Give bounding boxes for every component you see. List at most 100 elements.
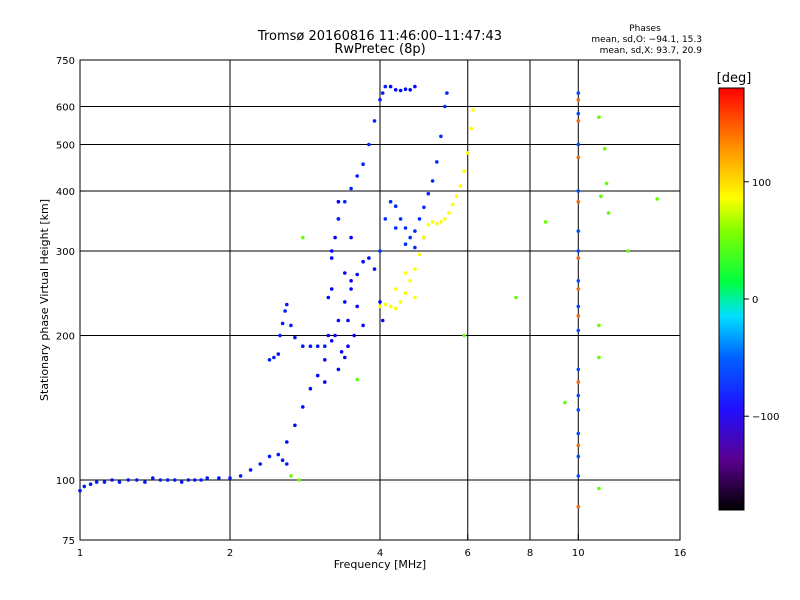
data-point bbox=[228, 476, 232, 480]
data-point bbox=[308, 344, 313, 349]
data-point bbox=[576, 155, 581, 160]
x-axis: 1 2 4 6 8 10 16 bbox=[77, 534, 686, 559]
data-point bbox=[451, 202, 455, 207]
data-point bbox=[576, 287, 581, 291]
data-point bbox=[576, 119, 581, 123]
data-point bbox=[380, 318, 385, 323]
y-tick-label: 750 bbox=[56, 56, 75, 67]
data-point bbox=[278, 333, 282, 338]
data-point bbox=[78, 488, 82, 493]
x-tick-label: 10 bbox=[572, 548, 585, 559]
data-point bbox=[343, 199, 347, 204]
data-point bbox=[576, 443, 581, 448]
data-point bbox=[403, 226, 408, 230]
data-point bbox=[413, 295, 417, 300]
data-point bbox=[333, 333, 337, 338]
data-point bbox=[408, 88, 413, 92]
data-point bbox=[417, 217, 422, 221]
data-point bbox=[343, 271, 347, 275]
data-point bbox=[393, 306, 398, 311]
data-point bbox=[413, 245, 417, 250]
data-point bbox=[165, 478, 170, 482]
data-point bbox=[380, 91, 385, 95]
data-point bbox=[349, 287, 353, 291]
data-point bbox=[285, 462, 289, 466]
data-point bbox=[179, 480, 184, 484]
data-point bbox=[186, 478, 191, 482]
data-point bbox=[543, 220, 548, 224]
data-point bbox=[333, 235, 337, 240]
data-point bbox=[462, 333, 466, 338]
data-point bbox=[94, 480, 99, 484]
data-point bbox=[576, 256, 581, 260]
data-point bbox=[326, 295, 331, 300]
data-point bbox=[443, 217, 447, 221]
data-point bbox=[199, 478, 203, 482]
data-point bbox=[403, 242, 408, 246]
data-point bbox=[297, 478, 301, 482]
data-point bbox=[576, 229, 581, 233]
data-point bbox=[604, 181, 609, 186]
data-point bbox=[289, 474, 293, 478]
data-point bbox=[329, 249, 334, 253]
data-point bbox=[469, 126, 474, 131]
data-point bbox=[626, 249, 631, 253]
data-point bbox=[135, 478, 139, 482]
data-point bbox=[349, 186, 353, 191]
data-point bbox=[329, 256, 334, 260]
data-point bbox=[597, 486, 601, 491]
data-point bbox=[217, 476, 221, 480]
data-point bbox=[576, 111, 581, 116]
data-points bbox=[78, 84, 659, 509]
chart-subtitle: RwPretec (8p) bbox=[334, 42, 425, 57]
data-point bbox=[355, 272, 360, 277]
data-point bbox=[602, 146, 607, 151]
data-point bbox=[398, 217, 403, 221]
data-point bbox=[576, 97, 581, 102]
data-point bbox=[403, 291, 408, 296]
data-point bbox=[576, 304, 581, 309]
data-point bbox=[117, 480, 122, 484]
data-point bbox=[343, 355, 347, 360]
data-point bbox=[403, 271, 408, 275]
x-tick-label: 4 bbox=[377, 548, 383, 559]
data-point bbox=[576, 393, 581, 398]
data-point bbox=[267, 358, 272, 362]
data-point bbox=[336, 199, 341, 204]
data-point bbox=[388, 84, 393, 89]
data-point bbox=[443, 104, 447, 109]
data-point bbox=[426, 191, 431, 196]
colorbar-label: [deg] bbox=[717, 71, 752, 86]
data-point bbox=[158, 478, 163, 482]
data-point bbox=[258, 462, 263, 466]
data-point bbox=[422, 235, 426, 240]
data-point bbox=[398, 300, 403, 304]
data-point bbox=[339, 350, 344, 354]
stats-line-o: mean, sd,O: −94.1, 15.3 bbox=[591, 35, 702, 45]
y-tick-label: 300 bbox=[56, 247, 75, 258]
data-point bbox=[267, 454, 272, 459]
data-point bbox=[126, 478, 131, 482]
chart-title: Tromsø 20160816 11:46:00–11:47:43 bbox=[257, 29, 502, 44]
y-tick-label: 200 bbox=[56, 332, 75, 343]
y-tick-label: 600 bbox=[56, 103, 75, 114]
data-point bbox=[398, 88, 403, 93]
data-point bbox=[655, 197, 659, 201]
data-point bbox=[173, 478, 177, 482]
data-point bbox=[301, 235, 305, 240]
x-tick-label: 8 bbox=[527, 548, 533, 559]
data-point bbox=[408, 279, 413, 283]
data-point bbox=[514, 295, 518, 300]
data-point bbox=[465, 151, 470, 155]
data-point bbox=[597, 355, 601, 360]
data-point bbox=[576, 367, 581, 372]
data-point bbox=[435, 160, 439, 164]
data-point bbox=[346, 318, 350, 323]
data-point bbox=[346, 344, 350, 349]
data-point bbox=[272, 355, 276, 360]
data-point bbox=[343, 300, 347, 304]
data-point bbox=[576, 454, 581, 459]
data-point bbox=[413, 267, 417, 271]
data-point bbox=[355, 304, 360, 309]
data-point bbox=[378, 249, 382, 253]
